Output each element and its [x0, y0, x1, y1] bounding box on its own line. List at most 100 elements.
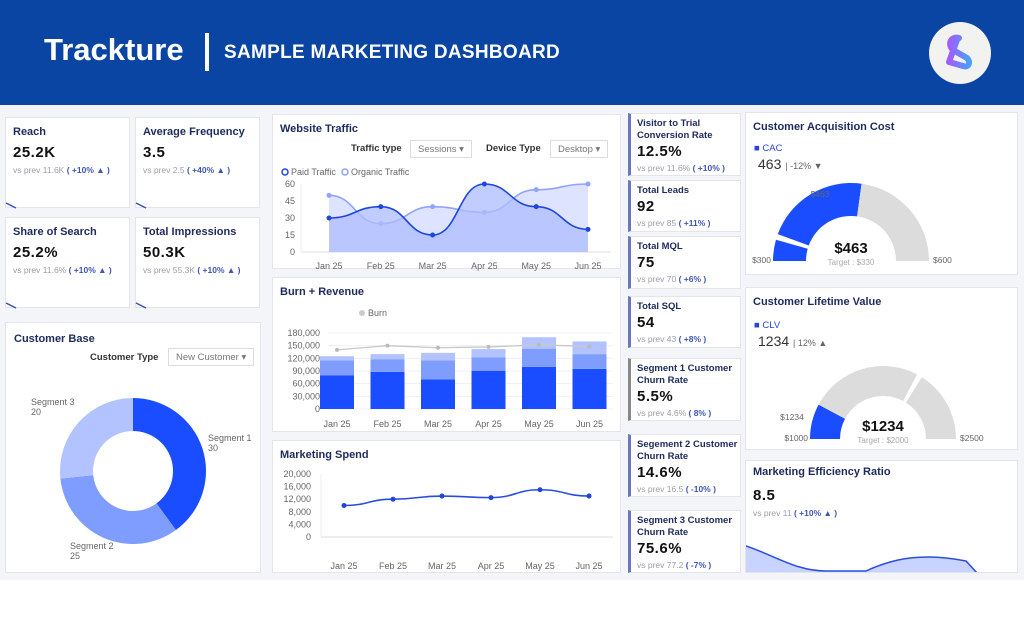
- y-tick-label: 60,000: [292, 379, 320, 389]
- device-type-dropdown[interactable]: Desktop ▾: [550, 140, 609, 158]
- slice-label: Segment 1: [208, 433, 252, 443]
- x-tick-label: Mar 25: [428, 561, 456, 571]
- clv-value: 1234: [758, 333, 790, 349]
- gauge-remaining-arc: [857, 183, 929, 261]
- kpi-prev: vs prev 55.3K ( +10% ▲ ): [143, 265, 241, 275]
- kpi-value: 92: [637, 198, 655, 215]
- data-point: [488, 495, 494, 501]
- x-tick-label: Apr 25: [478, 561, 505, 571]
- y-tick-label: 0: [290, 247, 295, 257]
- side-kpi-card: Segement 2 Customer Churn Rate 14.6% vs …: [628, 434, 741, 497]
- side-kpi-card: Total SQL 54 vs prev 43 ( +8% ): [628, 296, 741, 348]
- y-tick-label: 150,000: [287, 341, 320, 351]
- spend-line: [343, 488, 590, 507]
- y-tick-label: 90,000: [292, 366, 320, 376]
- y-tick-label: 12,000: [283, 494, 311, 504]
- prev-value: vs prev 4.6%: [637, 408, 687, 418]
- kpi-title: Average Frequency: [143, 126, 245, 138]
- y-tick-label: 180,000: [287, 328, 320, 338]
- gauge-value-label: $463: [811, 189, 830, 199]
- x-tick-label: Jun 25: [575, 561, 602, 571]
- kpi-title: Total SQL: [637, 301, 682, 312]
- y-tick-label: 120,000: [287, 353, 320, 363]
- kpi-change: ( +10% ▲ ): [197, 265, 241, 275]
- kpi-value: 3.5: [143, 144, 166, 161]
- kpi-card: Average Frequency 3.5 vs prev 2.5 ( +40%…: [135, 117, 260, 209]
- data-point: [390, 496, 396, 502]
- kpi-change: ( +40% ▲ ): [186, 165, 231, 175]
- x-tick-label: Apr 25: [475, 419, 502, 429]
- kpi-prev: vs prev 11.6% ( +10% ): [637, 163, 725, 173]
- x-tick-label: Jun 25: [576, 419, 603, 429]
- y-tick-label: 0: [315, 404, 320, 414]
- legend-label: CAC: [762, 143, 783, 154]
- mer-value: 8.5: [753, 487, 776, 504]
- data-point: [341, 503, 347, 508]
- prev-value: vs prev 2.5: [143, 165, 185, 175]
- kpi-change: ( -7% ): [685, 560, 712, 570]
- x-tick-label: Feb 25: [379, 561, 407, 571]
- brand-name: Trackture: [44, 32, 184, 67]
- burn-point: [385, 343, 390, 348]
- y-tick-label: 30,000: [292, 391, 320, 401]
- kpi-sparkline: [5, 202, 17, 209]
- gauge-min-label: $1000: [784, 433, 808, 443]
- data-point: [439, 493, 445, 499]
- kpi-prev: vs prev 77.2 ( -7% ): [637, 560, 711, 570]
- legend-square-icon: ■: [754, 320, 763, 331]
- data-point: [533, 187, 539, 193]
- bar-segment: [471, 371, 506, 409]
- donut-slice: [60, 398, 133, 479]
- burn-revenue-chart: 0 30,000 60,000 90,000 120,000 150,000 180,000…: [287, 308, 613, 429]
- cac-value: 463: [758, 156, 782, 172]
- side-kpi-card: Total MQL 75 vs prev 70 ( +6% ): [628, 236, 741, 289]
- gauge-value-arc: [810, 404, 846, 439]
- kpi-change: ( 8% ): [688, 408, 712, 418]
- kpi-value: 54: [637, 314, 655, 331]
- bar-segment: [522, 348, 556, 367]
- data-point: [326, 192, 332, 198]
- kpi-title: Visitor to Trial Conversion Rate: [637, 118, 713, 141]
- gauge-remaining-arc: [905, 377, 956, 439]
- data-point: [585, 226, 591, 232]
- x-tick-label: Jan 25: [323, 419, 350, 429]
- kpi-card: Share of Search 25.2% vs prev 11.6% ( +1…: [5, 217, 130, 309]
- kpi-change: ( +10% ▲ ): [68, 265, 112, 275]
- side-kpi-card: Segment 1 Customer Churn Rate 5.5% vs pr…: [628, 358, 741, 421]
- kpi-prev: vs prev 85 ( +11% ): [637, 218, 711, 228]
- gauge-value-arc: [773, 239, 808, 261]
- mer-sparkline: [746, 545, 978, 572]
- data-point: [430, 204, 436, 210]
- prev-value: vs prev 43: [637, 334, 677, 344]
- kpi-title: Segment 3 Customer Churn Rate: [637, 515, 733, 538]
- slice-label: Segment 3: [31, 397, 75, 407]
- x-tick-label: Feb 25: [367, 261, 395, 271]
- mer-card: Marketing Efficiency Ratio 8.5 vs prev 1…: [745, 460, 1018, 573]
- kpi-value: 14.6%: [637, 464, 683, 481]
- prev-value: vs prev 55.3K: [143, 265, 195, 275]
- prev-value: vs prev 85: [637, 218, 677, 228]
- legend-label: CLV: [762, 320, 781, 331]
- data-point: [585, 181, 591, 187]
- header: Trackture SAMPLE MARKETING DASHBOARD: [0, 0, 1024, 105]
- x-tick-label: Jan 25: [315, 261, 342, 271]
- x-tick-label: Apr 25: [471, 261, 498, 271]
- gauge-remaining-arc: [818, 366, 918, 419]
- x-tick-label: May 25: [521, 261, 551, 271]
- prev-value: vs prev 70: [637, 274, 677, 284]
- kpi-value: 50.3K: [143, 244, 186, 261]
- clv-card: Customer Lifetime Value ■ CLV 1234 | 12%…: [745, 287, 1018, 450]
- slice-label: Segment 2: [70, 541, 114, 551]
- x-tick-label: May 25: [525, 561, 555, 571]
- card-title: Customer Lifetime Value: [753, 296, 882, 308]
- trackture-logo-icon[interactable]: [929, 22, 991, 84]
- prev-value: vs prev 16.5: [637, 484, 684, 494]
- customer-type-dropdown[interactable]: New Customer ▾: [168, 348, 255, 366]
- y-tick-label: 8,000: [288, 507, 311, 517]
- kpi-prev: vs prev 43 ( +8% ): [637, 334, 706, 344]
- customer-type-label: Customer Type: [90, 352, 159, 363]
- traffic-type-dropdown[interactable]: Sessions ▾: [410, 140, 472, 158]
- kpi-sparkline: [5, 302, 17, 309]
- y-tick-label: 4,000: [288, 519, 311, 529]
